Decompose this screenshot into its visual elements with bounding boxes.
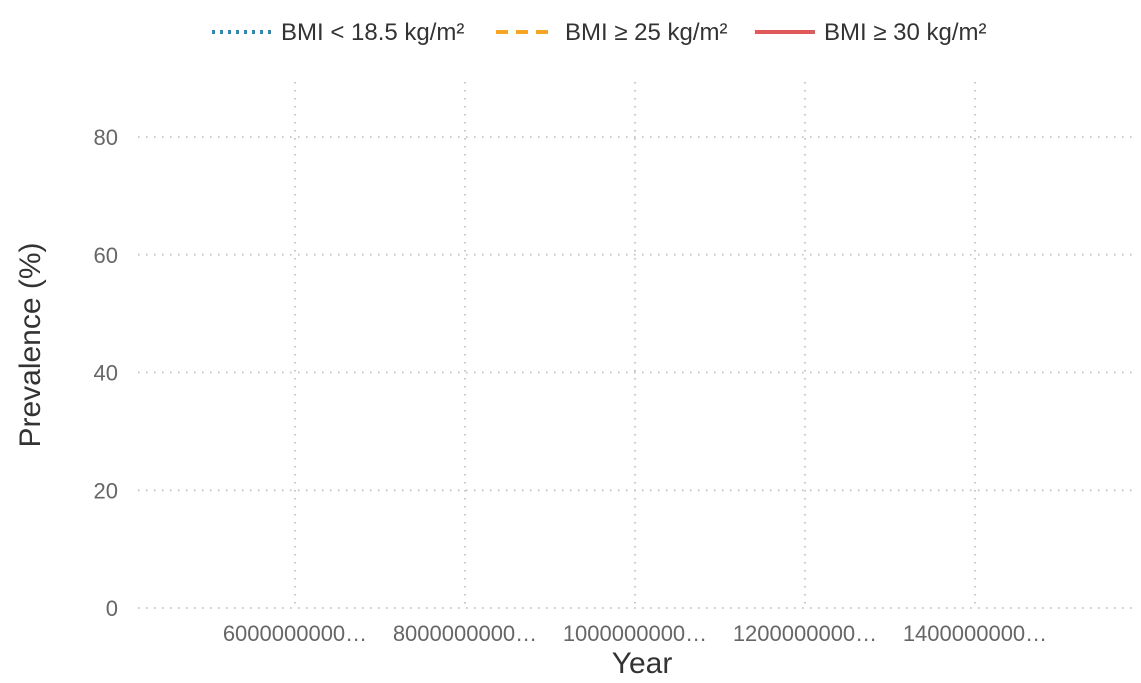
x-tick-label: 8000000000… (393, 621, 537, 646)
legend-label: BMI ≥ 30 kg/m² (824, 19, 987, 46)
x-axis-ticks: 6000000000… 8000000000… 1000000000… 1200000… (223, 621, 1047, 646)
grid-lines (138, 82, 1135, 609)
y-tick-label: 0 (106, 596, 118, 621)
x-axis-label: Year (612, 647, 673, 678)
y-axis-label: Prevalence (%) (14, 242, 47, 447)
x-tick-label: 6000000000… (223, 621, 367, 646)
legend: BMI < 18.5 kg/m² BMI ≥ 25 kg/m² BMI ≥ 30 k… (212, 19, 987, 46)
y-axis-ticks: 0 20 40 60 80 (94, 125, 118, 621)
x-tick-label: 1000000000… (563, 621, 707, 646)
x-tick-label: 1200000000… (733, 621, 877, 646)
x-tick-label: 1400000000… (903, 621, 1047, 646)
legend-label: BMI < 18.5 kg/m² (281, 19, 464, 46)
legend-label: BMI ≥ 25 kg/m² (565, 19, 728, 46)
y-tick-label: 60 (94, 243, 118, 268)
y-tick-label: 80 (94, 125, 118, 150)
y-tick-label: 20 (94, 478, 118, 503)
y-tick-label: 40 (94, 361, 118, 386)
